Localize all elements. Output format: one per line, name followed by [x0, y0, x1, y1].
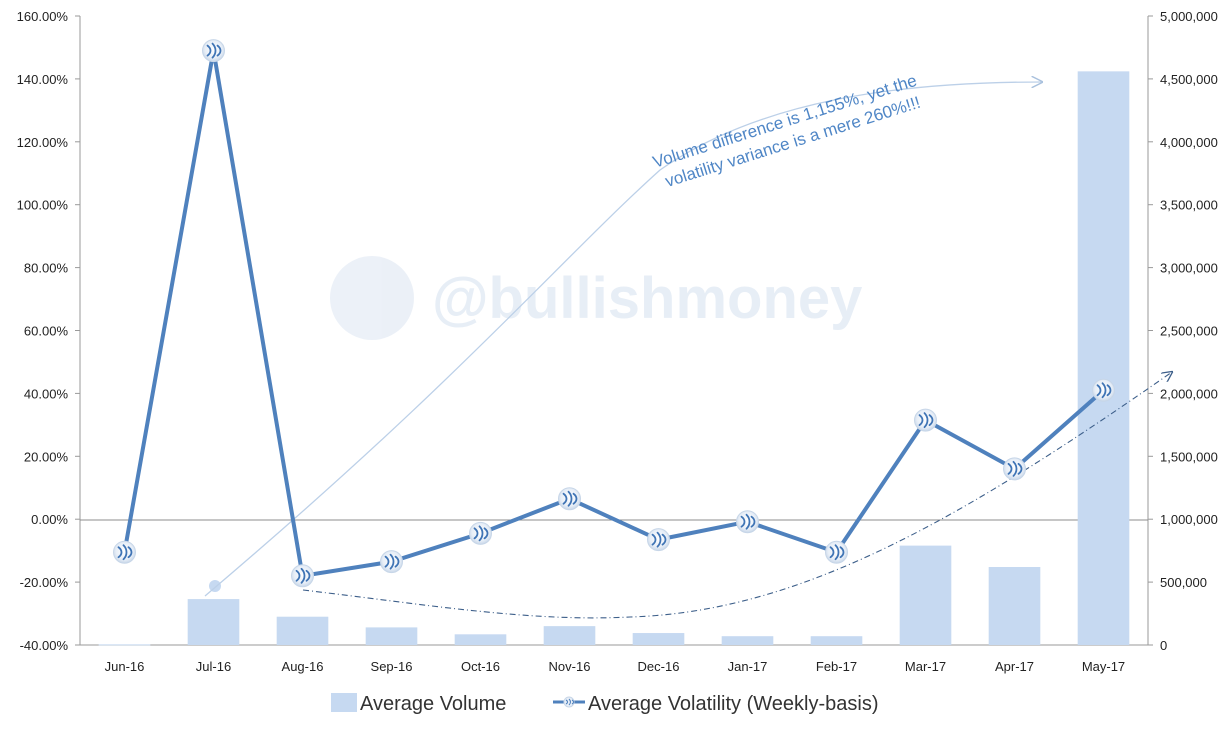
steem-logo-icon	[825, 540, 848, 564]
right-tick-label: 3,000,000	[1160, 261, 1218, 276]
steem-logo-icon	[558, 487, 581, 511]
watermark-text: @bullishmoney	[432, 266, 862, 331]
steem-logo-icon	[291, 564, 314, 588]
left-tick-label: 0.00%	[31, 512, 68, 527]
steem-logo-icon	[914, 408, 937, 432]
annotation: Volume difference is 1,155%, yet the vol…	[650, 71, 922, 191]
right-tick-label: 1,500,000	[1160, 449, 1218, 464]
right-tick-label: 0	[1160, 638, 1167, 653]
left-tick-label: 40.00%	[24, 386, 69, 401]
x-tick-label: May-17	[1082, 659, 1125, 674]
steem-logo-icon	[1003, 457, 1026, 481]
x-tick-label: Sep-16	[371, 659, 413, 674]
steem-logo-icon	[736, 510, 759, 534]
right-tick-label: 3,500,000	[1160, 198, 1218, 213]
volume-bar	[454, 634, 507, 645]
volume-bar	[899, 545, 952, 645]
steem-logo-icon	[469, 521, 492, 545]
right-tick-label: 500,000	[1160, 575, 1207, 590]
volume-bar	[543, 626, 596, 645]
volatility-markers	[113, 39, 1115, 588]
left-tick-label: 60.00%	[24, 324, 69, 339]
left-axis-ticks: -40.00% -20.00% 0.00% 20.00% 40.00% 60.00% 80.…	[17, 9, 80, 653]
volume-bar	[98, 644, 151, 646]
steem-logo-icon	[380, 550, 403, 574]
left-tick-label: 20.00%	[24, 449, 69, 464]
x-tick-label: Oct-16	[461, 659, 500, 674]
volume-bars	[98, 71, 1130, 646]
steem-logo-icon	[113, 540, 136, 564]
dark-dashed-arrow	[302, 372, 1172, 619]
legend-volatility-label: Average Volatility (Weekly-basis)	[588, 693, 879, 715]
left-tick-label: 100.00%	[17, 198, 69, 213]
watermark-steem-icon	[330, 256, 414, 340]
legend-steem-icon	[563, 696, 575, 708]
volume-bar	[810, 636, 863, 645]
right-tick-label: 2,000,000	[1160, 386, 1218, 401]
volume-bar	[365, 627, 418, 645]
right-tick-label: 4,500,000	[1160, 72, 1218, 87]
left-tick-label: -40.00%	[20, 638, 69, 653]
right-tick-label: 1,000,000	[1160, 512, 1218, 527]
x-tick-label: Jun-16	[105, 659, 145, 674]
x-tick-label: Feb-17	[816, 659, 857, 674]
annotation-arrows	[204, 82, 1172, 619]
left-tick-label: 80.00%	[24, 261, 69, 276]
volume-bar	[632, 633, 685, 645]
legend: Average Volume Average Volatility (Weekl…	[331, 693, 879, 715]
volume-bar	[1077, 71, 1130, 646]
left-tick-label: -20.00%	[20, 575, 69, 590]
legend-volume-swatch	[331, 693, 357, 712]
legend-volume-label: Average Volume	[360, 693, 506, 715]
watermark-logo: @bullishmoney	[330, 256, 862, 340]
volume-bar	[721, 636, 774, 645]
x-tick-label: Nov-16	[549, 659, 591, 674]
volume-bar	[187, 599, 240, 645]
steem-logo-icon	[647, 528, 670, 552]
x-axis-ticks: Jun-16 Jul-16 Aug-16 Sep-16 Oct-16 Nov-16 Dec-…	[105, 659, 1126, 674]
volatility-polyline	[122, 50, 1105, 579]
steem-logo-icon	[202, 39, 225, 63]
left-tick-label: 120.00%	[17, 135, 69, 150]
x-tick-label: Dec-16	[638, 659, 680, 674]
x-tick-label: Jan-17	[728, 659, 768, 674]
light-arrow	[204, 82, 1042, 597]
x-tick-label: Jul-16	[196, 659, 231, 674]
steem-logo-icon	[1092, 378, 1115, 402]
right-tick-label: 4,000,000	[1160, 135, 1218, 150]
arrow-start-dot	[209, 580, 221, 592]
left-tick-label: 140.00%	[17, 72, 69, 87]
volume-bar	[988, 567, 1041, 645]
right-axis-ticks: 0 500,000 1,000,000 1,500,000 2,000,000 2,500…	[1148, 9, 1218, 653]
right-tick-label: 5,000,000	[1160, 9, 1218, 24]
volatility-line	[122, 50, 1105, 579]
x-tick-label: Mar-17	[905, 659, 946, 674]
x-tick-label: Aug-16	[282, 659, 324, 674]
right-tick-label: 2,500,000	[1160, 324, 1218, 339]
left-tick-label: 160.00%	[17, 9, 69, 24]
volume-bar	[276, 616, 329, 645]
x-tick-label: Apr-17	[995, 659, 1034, 674]
